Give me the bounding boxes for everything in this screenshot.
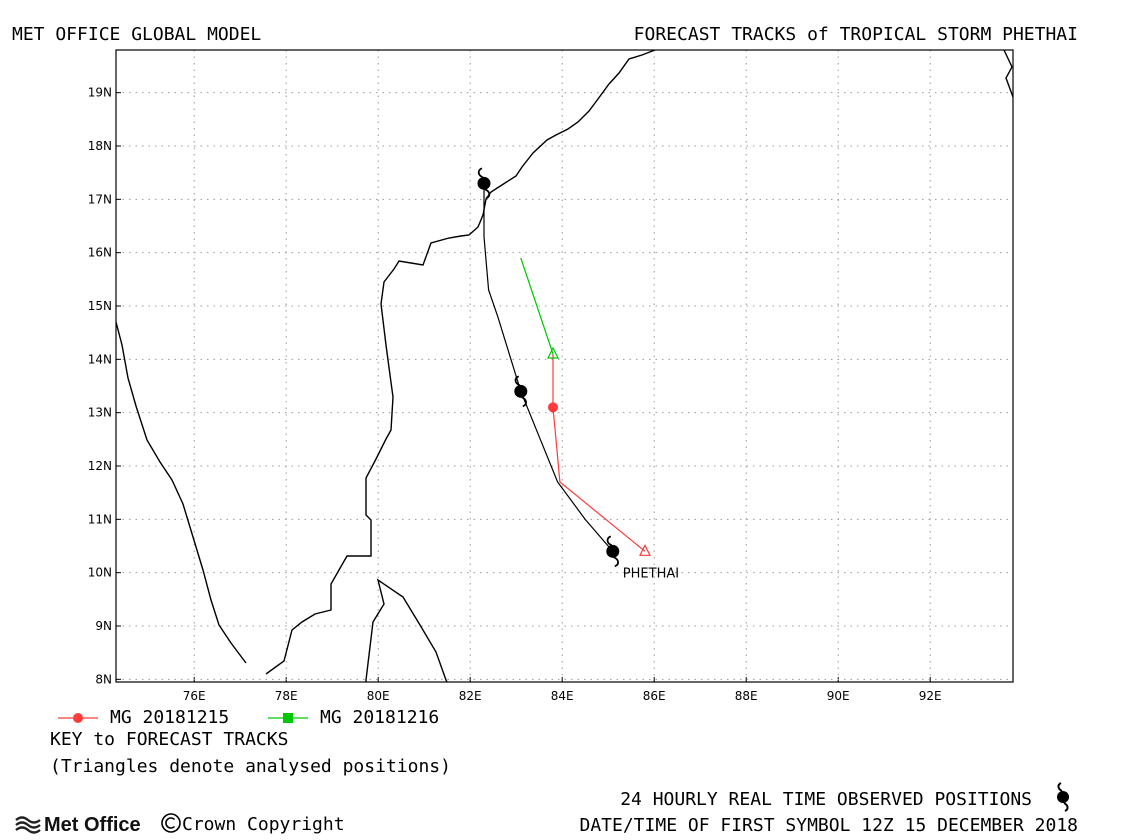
- storm-symbol-arm: [484, 188, 491, 200]
- storm-symbol-core: [606, 544, 620, 558]
- forecast-map: PHETHAI 76E 78E 80E 82E 84E 86E 88E 90E 92E 8N 9N 1…: [88, 49, 1014, 700]
- legend-item-mg-20181216: MG 20181216: [266, 708, 516, 728]
- legend-item-mg-20181215: MG 20181215: [56, 708, 306, 728]
- legend-label: MG 20181216: [320, 707, 440, 728]
- met-office-logo-text: Met Office: [44, 814, 141, 836]
- storm-symbol-arm: [606, 535, 613, 547]
- copyright-notice: Crown Copyright: [160, 812, 345, 838]
- tick-label-lat: 17N: [88, 192, 112, 206]
- tick-label-lat: 15N: [88, 299, 112, 313]
- tick-label-lon: 84E: [551, 689, 574, 700]
- model-title: MET OFFICE GLOBAL MODEL: [12, 24, 262, 45]
- tick-label-lon: 92E: [919, 689, 942, 700]
- tick-label-lat: 14N: [88, 352, 112, 366]
- tick-label-lon: 82E: [459, 689, 482, 700]
- storm-symbol-arm: [477, 167, 484, 179]
- tick-label-lat: 16N: [88, 246, 112, 260]
- tick-label-lat: 9N: [95, 619, 112, 633]
- forecast-track-line: [520, 257, 554, 355]
- tick-label-lon: 90E: [827, 689, 850, 700]
- coastline-sri-lanka: [365, 578, 448, 682]
- forecast-track-line: [552, 354, 646, 552]
- observed-track-line: [483, 183, 614, 552]
- first-symbol-datetime: DATE/TIME OF FIRST SYMBOL 12Z 15 DECEMBE…: [579, 815, 1079, 836]
- tick-label-lon: 76E: [183, 689, 206, 700]
- copyright-icon: [161, 813, 181, 833]
- tick-label-lat: 13N: [88, 406, 112, 420]
- lat-lon-grid: [116, 50, 1013, 682]
- legend-marker-red-circle: [58, 713, 98, 723]
- tick-label-lon: 78E: [275, 689, 298, 700]
- met-office-logo: Met Office: [14, 812, 141, 838]
- tick-label-lon: 80E: [367, 689, 390, 700]
- legend-key-title: KEY to FORECAST TRACKS: [50, 729, 289, 750]
- tick-label-lat: 10N: [88, 566, 112, 580]
- forecast-position-marker: [548, 402, 558, 413]
- storm-symbol-core: [477, 176, 491, 190]
- tropical-storm-symbol-icon: [1057, 782, 1069, 812]
- analysed-position-triangle: [547, 346, 559, 359]
- axis-tick-labels: 76E 78E 80E 82E 84E 86E 88E 90E 92E 8N 9N 10N 11N 12N…: [88, 86, 942, 700]
- tick-label-lon: 86E: [643, 689, 666, 700]
- legend-key-note: (Triangles denote analysed positions): [50, 756, 451, 777]
- storm-symbol-arm: [613, 556, 619, 568]
- storm-symbol-arm: [514, 375, 521, 387]
- tick-label-lat: 11N: [88, 512, 112, 526]
- forecast-tracks: [477, 167, 651, 568]
- tropical-storm-symbol-icon: [606, 535, 620, 568]
- observed-positions-label: 24 HOURLY REAL TIME OBSERVED POSITIONS: [620, 789, 1032, 810]
- tick-label-lon: 88E: [735, 689, 758, 700]
- tick-label-lat: 8N: [95, 672, 112, 686]
- coastline-east-india: [265, 50, 656, 675]
- analysed-position-triangle: [639, 543, 651, 556]
- legend-label: MG 20181215: [110, 707, 230, 728]
- tropical-storm-symbol-icon: [514, 375, 528, 408]
- forecast-title: FORECAST TRACKS of TROPICAL STORM PHETHA…: [633, 24, 1078, 45]
- tick-label-lat: 19N: [88, 86, 112, 100]
- plot-frame: [115, 49, 1014, 683]
- storm-symbol-arm: [521, 396, 527, 408]
- coastline-myanmar: [1003, 50, 1013, 98]
- storm-name-label: PHETHAI: [623, 566, 679, 581]
- tropical-storm-symbol-icon: [477, 167, 491, 200]
- tick-label-lat: 18N: [88, 139, 112, 153]
- copyright-text: Crown Copyright: [182, 814, 345, 835]
- storm-symbol-core: [514, 384, 528, 398]
- tick-label-lat: 12N: [88, 459, 112, 473]
- coastline-west-india: [116, 321, 247, 664]
- met-office-wave-icon: [15, 816, 41, 834]
- coastline: [116, 50, 1013, 682]
- legend-marker-green-square: [268, 713, 308, 723]
